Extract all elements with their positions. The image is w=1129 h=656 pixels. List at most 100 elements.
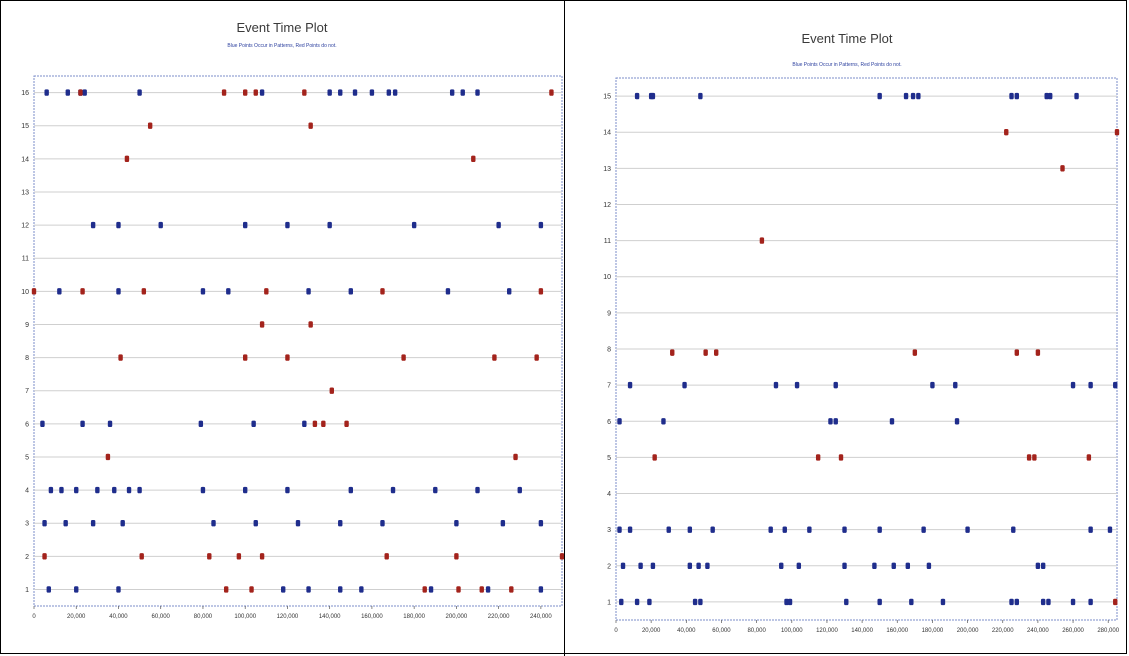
- pattern-point: [112, 486, 117, 494]
- pattern-point: [327, 89, 332, 96]
- y-tick-label: 12: [603, 202, 611, 209]
- non-pattern-point: [401, 354, 406, 361]
- pattern-point: [650, 562, 656, 569]
- pattern-point: [682, 381, 687, 389]
- pattern-point: [953, 381, 958, 389]
- y-tick-label: 3: [25, 521, 29, 528]
- x-tick-label: 180,000: [922, 628, 944, 634]
- pattern-point: [910, 92, 916, 100]
- non-pattern-point: [509, 586, 514, 593]
- pattern-point: [44, 89, 49, 96]
- non-pattern-point: [243, 354, 248, 361]
- non-pattern-point: [534, 354, 539, 361]
- pattern-point: [1113, 381, 1118, 389]
- chart-subtitle: Blue Points Occur in Patterns, Red Point…: [227, 43, 336, 49]
- pattern-point: [200, 486, 206, 494]
- pattern-point: [306, 586, 311, 593]
- non-pattern-point: [221, 89, 227, 96]
- pattern-point: [90, 221, 96, 229]
- pattern-point: [496, 221, 501, 229]
- plot-area: [33, 75, 563, 607]
- y-tick-label: 13: [21, 189, 29, 196]
- non-pattern-point: [479, 586, 484, 593]
- non-pattern-point: [538, 288, 544, 295]
- y-tick-label: 13: [603, 166, 611, 173]
- pattern-point: [116, 221, 121, 229]
- pattern-point: [243, 221, 248, 229]
- pattern-point: [687, 526, 693, 533]
- y-tick-label: 1: [607, 599, 611, 606]
- non-pattern-point: [422, 586, 427, 593]
- pattern-point: [500, 519, 506, 527]
- non-pattern-point: [124, 155, 130, 163]
- non-pattern-point: [42, 553, 47, 560]
- pattern-point: [1035, 562, 1041, 569]
- pattern-point: [926, 562, 932, 569]
- non-pattern-point: [207, 553, 212, 560]
- pattern-point: [833, 381, 838, 389]
- pattern-point: [475, 486, 480, 494]
- pattern-point: [1040, 598, 1046, 606]
- x-tick-label: 160,000: [886, 628, 908, 634]
- non-pattern-point: [259, 321, 265, 328]
- pattern-point: [1046, 598, 1051, 606]
- non-pattern-point: [513, 453, 518, 461]
- pattern-point: [359, 586, 364, 593]
- pattern-point: [40, 420, 45, 428]
- non-pattern-point: [670, 349, 675, 356]
- y-tick-label: 16: [21, 90, 29, 97]
- non-pattern-point: [249, 586, 254, 593]
- y-tick-label: 14: [603, 130, 611, 137]
- pattern-point: [1070, 381, 1076, 389]
- non-pattern-point: [264, 288, 269, 295]
- pattern-point: [253, 519, 258, 527]
- x-tick-label: 140,000: [851, 628, 873, 634]
- pattern-point: [126, 486, 132, 494]
- pattern-point: [877, 526, 882, 533]
- non-pattern-point: [147, 122, 153, 129]
- pattern-point: [120, 519, 125, 527]
- pattern-point: [634, 598, 640, 606]
- pattern-point: [687, 562, 693, 569]
- pattern-point: [842, 562, 847, 569]
- pattern-point: [782, 526, 787, 533]
- pattern-point: [48, 486, 54, 494]
- y-tick-label: 3: [607, 527, 611, 534]
- non-pattern-point: [1026, 454, 1032, 461]
- pattern-point: [200, 288, 206, 295]
- pattern-point: [107, 420, 113, 428]
- x-tick-label: 200,000: [446, 614, 468, 620]
- non-pattern-point: [1004, 129, 1009, 136]
- y-tick-label: 2: [607, 563, 611, 570]
- pattern-point: [909, 598, 914, 606]
- pattern-point: [95, 486, 100, 494]
- non-pattern-point: [236, 553, 242, 560]
- pattern-point: [1070, 598, 1076, 606]
- pattern-point: [1009, 598, 1014, 606]
- non-pattern-point: [1035, 349, 1041, 356]
- pattern-point: [475, 89, 480, 96]
- non-pattern-point: [243, 89, 248, 96]
- y-tick-label: 5: [25, 454, 29, 461]
- x-tick-label: 240,000: [530, 614, 552, 620]
- non-pattern-point: [703, 349, 708, 356]
- non-pattern-point: [329, 387, 334, 394]
- chart-title: Event Time Plot: [236, 20, 327, 35]
- x-tick-label: 80,000: [194, 614, 213, 620]
- pattern-point: [158, 221, 163, 229]
- pattern-point: [794, 381, 800, 389]
- pattern-point: [285, 486, 290, 494]
- pattern-point: [485, 586, 491, 593]
- pattern-point: [768, 526, 773, 533]
- pattern-point: [116, 586, 121, 593]
- pattern-point: [905, 562, 911, 569]
- non-pattern-point: [1032, 454, 1037, 461]
- pattern-point: [116, 288, 121, 295]
- x-tick-label: 0: [614, 628, 618, 634]
- pattern-point: [954, 418, 960, 425]
- pattern-point: [921, 526, 926, 533]
- x-tick-label: 120,000: [816, 628, 838, 634]
- pattern-point: [57, 288, 62, 295]
- non-pattern-point: [1114, 129, 1120, 136]
- non-pattern-point: [912, 349, 918, 356]
